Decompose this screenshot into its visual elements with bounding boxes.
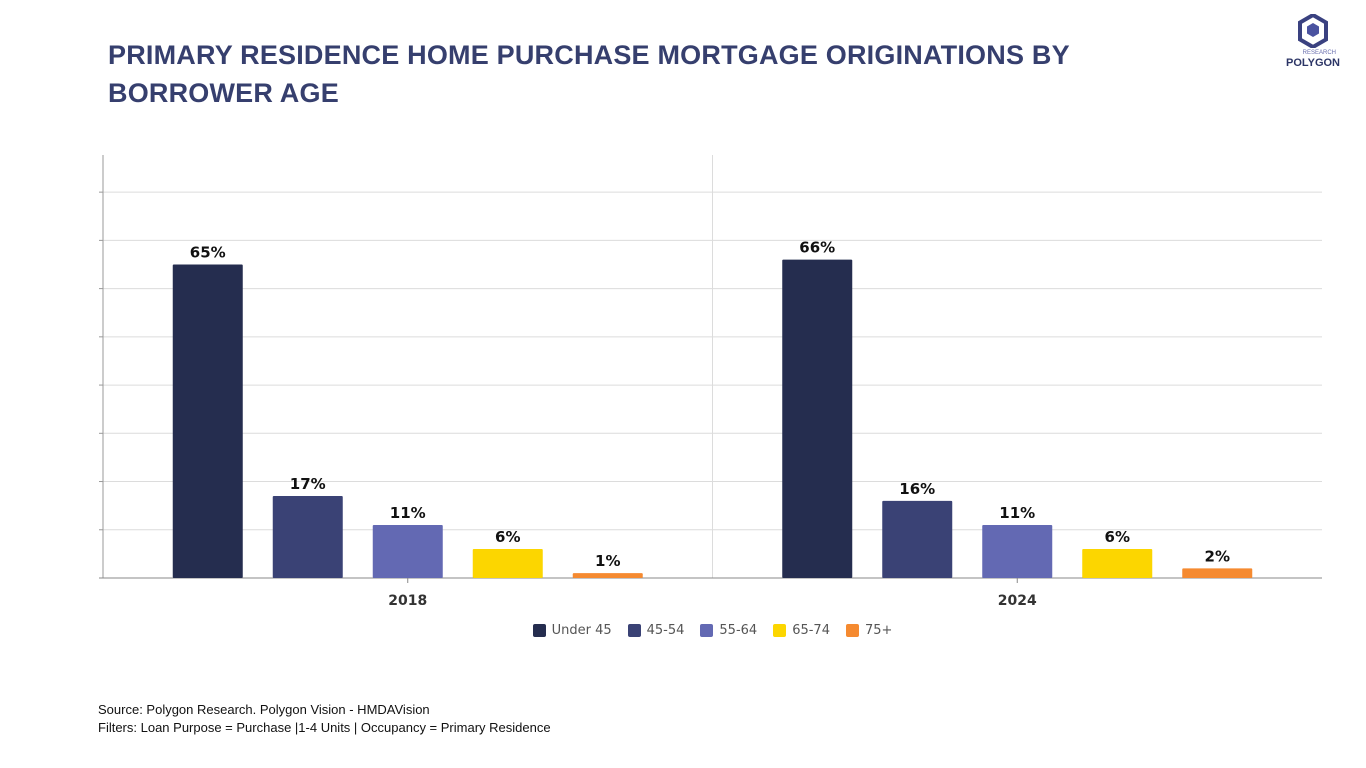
bar-65-74-2018 bbox=[472, 549, 543, 578]
logo-subtext: RESEARCH bbox=[1302, 50, 1336, 56]
legend-item: 75+ bbox=[845, 623, 893, 638]
source-note: Source: Polygon Research. Polygon Vision… bbox=[98, 702, 430, 717]
bar-75+-2018 bbox=[572, 573, 643, 578]
legend-swatch bbox=[532, 624, 546, 637]
bar-55-64-2024 bbox=[982, 524, 1053, 578]
bar-under-45-2024 bbox=[782, 259, 853, 578]
footer: Source: Polygon Research. Polygon Vision… bbox=[98, 701, 551, 737]
bar-75+-2024 bbox=[1182, 568, 1253, 578]
x-tick-label: 2024 bbox=[998, 593, 1037, 609]
legend-item: 65-74 bbox=[773, 623, 830, 638]
legend-label: 65-74 bbox=[792, 623, 830, 638]
bar-under-45-2018 bbox=[172, 264, 243, 578]
polygon-logo-icon bbox=[1298, 14, 1328, 48]
logo-text: POLYGON bbox=[1286, 57, 1340, 69]
data-label: 65% bbox=[190, 243, 226, 261]
bar-chart: 2018 65% 17% 11% 6% 1% 2024 66% 16% 11% 6% 2% bbox=[99, 155, 1322, 609]
chart-title: PRIMARY RESIDENCE HOME PURCHASE MORTGAGE… bbox=[108, 40, 1070, 108]
data-label: 11% bbox=[999, 504, 1035, 522]
data-label: 2% bbox=[1205, 547, 1230, 565]
legend-label: 55-64 bbox=[719, 623, 758, 638]
data-label: 17% bbox=[290, 475, 326, 493]
x-tick-label: 2018 bbox=[388, 593, 427, 609]
bar-55-64-2018 bbox=[372, 524, 443, 578]
bar-45-54-2024 bbox=[882, 500, 953, 578]
data-label: 66% bbox=[799, 239, 835, 257]
legend-item: 55-64 bbox=[700, 623, 757, 638]
legend-item: Under 45 bbox=[532, 623, 612, 638]
chart-legend: Under 45 45-54 55-64 65-74 75+ bbox=[0, 623, 1366, 638]
bar-45-54-2018 bbox=[272, 496, 343, 578]
legend-item: 45-54 bbox=[627, 623, 685, 638]
polygon-logo: RESEARCH POLYGON bbox=[1278, 14, 1348, 74]
legend-label: 75+ bbox=[864, 623, 893, 638]
data-label: 1% bbox=[595, 552, 620, 570]
data-label: 6% bbox=[495, 528, 520, 546]
legend-label: Under 45 bbox=[551, 623, 612, 638]
data-label: 6% bbox=[1105, 528, 1130, 546]
legend-swatch bbox=[845, 624, 859, 637]
legend-swatch bbox=[627, 624, 641, 637]
legend-swatch bbox=[773, 624, 787, 637]
data-label: 16% bbox=[899, 480, 935, 498]
filters-note: Filters: Loan Purpose = Purchase |1-4 Un… bbox=[98, 720, 551, 735]
legend-swatch bbox=[700, 624, 714, 637]
legend-label: 45-54 bbox=[646, 623, 685, 638]
bar-65-74-2024 bbox=[1082, 549, 1153, 578]
data-label: 11% bbox=[390, 504, 426, 522]
